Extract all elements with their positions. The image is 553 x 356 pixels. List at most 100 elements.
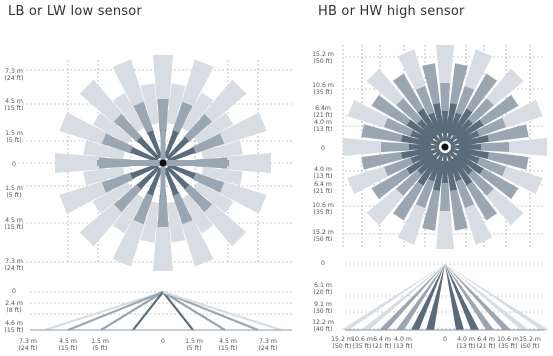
coverage-zone-far: [498, 165, 543, 195]
coverage-zone-mid: [384, 156, 415, 177]
coverage-zone-mid: [396, 98, 424, 126]
y-axis-label: 1.5 m (5 ft): [5, 130, 23, 144]
side-beam: [445, 264, 549, 330]
side-beam: [396, 264, 445, 330]
coverage-zone-near: [451, 157, 473, 186]
side-beam: [445, 264, 479, 330]
side-height-label: 6.1 m (20 ft): [313, 282, 332, 296]
coverage-zone-mid: [133, 191, 154, 225]
side-beam: [100, 291, 164, 331]
coverage-zone-mid: [478, 94, 519, 127]
coverage-zone-near: [410, 147, 441, 164]
x-axis-label: 4.5 m (15 ft): [58, 338, 77, 352]
coverage-zone-far: [83, 140, 125, 160]
x-axis-label: 10.6 m (35 ft): [497, 336, 519, 350]
coverage-zone-near: [445, 151, 462, 182]
coverage-zone-mid: [172, 101, 193, 135]
coverage-zone-mid: [113, 183, 143, 213]
coverage-zone-near: [417, 150, 442, 175]
side-beam: [341, 264, 445, 330]
coverage-zone-near: [136, 166, 160, 190]
coverage-zone-far: [112, 214, 147, 267]
coverage-zone-mid: [466, 98, 494, 126]
coverage-zone-far: [347, 165, 392, 195]
coverage-zone-near: [406, 153, 435, 175]
y-axis-label: 10.6 m (35 ft): [312, 82, 334, 96]
x-axis-label: 4.5 m (15 ft): [218, 338, 237, 352]
x-axis-label: 4.0 m (13 ft): [393, 336, 412, 350]
coverage-zone-far: [199, 79, 247, 127]
coverage-zone-far: [181, 92, 214, 132]
coverage-zone-near: [166, 136, 190, 160]
coverage-zone-far: [79, 79, 127, 127]
coverage-zone-far: [153, 221, 173, 271]
coverage-zone-far: [59, 179, 112, 214]
y-axis-label: 0: [321, 145, 325, 152]
coverage-zone-near: [147, 130, 163, 159]
coverage-zone-mid: [371, 94, 412, 127]
coverage-zone-far: [112, 59, 147, 112]
coverage-zone-mid: [422, 63, 441, 107]
x-axis-label: 7.3 m (24 ft): [258, 338, 277, 352]
coverage-zone-near: [442, 111, 448, 141]
y-axis-label: 15.2 m (50 ft): [312, 51, 334, 65]
coverage-zone-near: [433, 103, 445, 134]
coverage-zone-near: [163, 167, 179, 196]
coverage-zone-far: [194, 112, 234, 145]
y-axis-label: 0: [12, 161, 16, 168]
coverage-zone-far: [214, 179, 267, 214]
coverage-zone-far: [55, 153, 105, 173]
x-axis-label: 0: [161, 338, 165, 345]
coverage-zone-near: [445, 160, 457, 191]
sensor-hub: [441, 143, 449, 151]
coverage-zone-near: [428, 112, 445, 143]
coverage-zone-far: [366, 185, 407, 226]
y-axis-label: 1.5 m (5 ft): [5, 185, 23, 199]
coverage-zone-mid: [465, 180, 498, 221]
coverage-zone-mid: [422, 187, 441, 231]
x-axis-label: 6.4 m (21 ft): [372, 336, 391, 350]
coverage-zone-mid: [392, 73, 425, 114]
coverage-zone-mid: [454, 177, 475, 208]
x-axis-label: 6.4 m (21 ft): [476, 336, 495, 350]
coverage-zone-mid: [101, 172, 135, 193]
coverage-zone-mid: [466, 168, 494, 196]
coverage-zone-mid: [478, 167, 519, 200]
coverage-zone-near: [451, 144, 481, 150]
y-axis-label: 6.4 m (21 ft): [313, 181, 332, 195]
x-axis-label: 1.5 m (5 ft): [185, 338, 203, 352]
coverage-zone-near: [401, 147, 432, 159]
coverage-zone-far: [221, 153, 271, 173]
side-beam: [445, 264, 529, 330]
side-beam: [445, 264, 511, 330]
coverage-zone-mid: [440, 181, 450, 211]
coverage-zone-near: [451, 108, 473, 137]
coverage-zone-far: [397, 200, 427, 245]
side-height-label: 4.6 m (15 ft): [4, 320, 23, 334]
coverage-zone-near: [417, 119, 442, 144]
coverage-zone-mid: [485, 151, 529, 170]
coverage-zone-mid: [113, 113, 143, 143]
coverage-zone-far: [83, 166, 125, 186]
y-axis-label: 4.0 m (13 ft): [313, 166, 332, 180]
high-sensor-title: HB or HW high sensor: [318, 4, 465, 19]
coverage-zone-far: [397, 49, 427, 94]
coverage-zone-far: [505, 138, 547, 156]
coverage-zone-mid: [392, 180, 425, 221]
coverage-zone-near: [130, 147, 159, 163]
side-beam: [426, 264, 445, 330]
coverage-zone-mid: [479, 142, 509, 152]
coverage-zone-near: [409, 144, 439, 150]
side-height-label: 2.4 m (8 ft): [5, 300, 23, 314]
coverage-zone-mid: [361, 151, 405, 170]
coverage-zone-near: [410, 130, 441, 147]
coverage-zone-far: [199, 199, 247, 247]
coverage-zone-far: [347, 99, 392, 129]
coverage-zone-far: [194, 181, 234, 214]
coverage-zone-near: [433, 160, 445, 191]
coverage-zone-near: [455, 153, 484, 175]
coverage-zone-far: [59, 112, 112, 147]
coverage-zone-far: [214, 112, 267, 147]
coverage-zone-near: [406, 119, 435, 141]
